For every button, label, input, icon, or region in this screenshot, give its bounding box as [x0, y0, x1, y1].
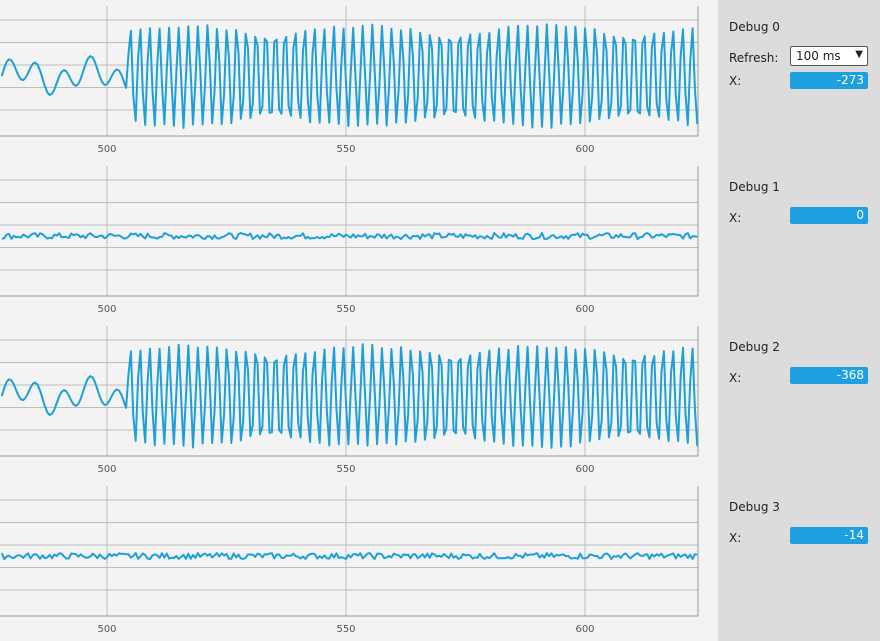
x-tick-label: 550 [336, 144, 355, 155]
chart-debug-3: 500 550 600 [0, 486, 699, 635]
plot-panel-debug-3: 500 550 600 [0, 480, 718, 640]
x-tick-label: 500 [97, 464, 116, 475]
x-tick-label: 600 [575, 624, 594, 635]
x-tick-label: 600 [575, 304, 594, 315]
chart-debug-0: 500 550 600 [0, 6, 699, 155]
debug-1-title: Debug 1 [729, 180, 780, 194]
x-tick-label: 500 [97, 304, 116, 315]
debug-1-x-label: X: [729, 211, 742, 225]
debug-2-x-value: -368 [790, 367, 868, 384]
refresh-rate-select[interactable]: 100 ms ▼ [790, 46, 868, 66]
debug-3-x-label: X: [729, 531, 742, 545]
chart-debug-1: 500 550 600 [0, 166, 699, 315]
debug-0-x-label: X: [729, 74, 742, 88]
signal-trace [0, 552, 698, 560]
x-tick-label: 550 [336, 624, 355, 635]
debug-3-x-value: -14 [790, 527, 868, 544]
x-tick-label: 550 [336, 304, 355, 315]
plot-area: 500 550 600 500 550 600 500 550 600 500 550 600 [0, 0, 718, 640]
debug-2-x-label: X: [729, 371, 742, 385]
signal-trace [1, 232, 698, 240]
chevron-down-icon: ▼ [855, 49, 863, 60]
refresh-rate-value: 100 ms [796, 49, 841, 63]
x-tick-label: 500 [97, 624, 116, 635]
plot-panel-debug-0: 500 550 600 [0, 0, 718, 160]
debug-1-x-value: 0 [790, 207, 868, 224]
debug-3-section: Debug 3 X: -14 [718, 480, 880, 640]
debug-2-section: Debug 2 X: -368 [718, 320, 880, 480]
debug-0-section: Debug 0 Refresh: 100 ms ▼ X: -273 [718, 0, 880, 160]
debug-0-x-value: -273 [790, 72, 868, 89]
debug-2-title: Debug 2 [729, 340, 780, 354]
debug-sidebar: Debug 0 Refresh: 100 ms ▼ X: -273 Debug … [718, 0, 880, 641]
plot-panel-debug-1: 500 550 600 [0, 160, 718, 320]
x-tick-label: 600 [575, 464, 594, 475]
debug-1-section: Debug 1 X: 0 [718, 160, 880, 320]
x-tick-label: 500 [97, 144, 116, 155]
signal-trace [0, 23, 699, 129]
refresh-label: Refresh: [729, 51, 779, 65]
x-tick-label: 550 [336, 464, 355, 475]
signal-trace [0, 343, 699, 449]
debug-3-title: Debug 3 [729, 500, 780, 514]
x-tick-label: 600 [575, 144, 594, 155]
chart-debug-2: 500 550 600 [0, 326, 699, 475]
plot-panel-debug-2: 500 550 600 [0, 320, 718, 480]
debug-0-title: Debug 0 [729, 20, 780, 34]
